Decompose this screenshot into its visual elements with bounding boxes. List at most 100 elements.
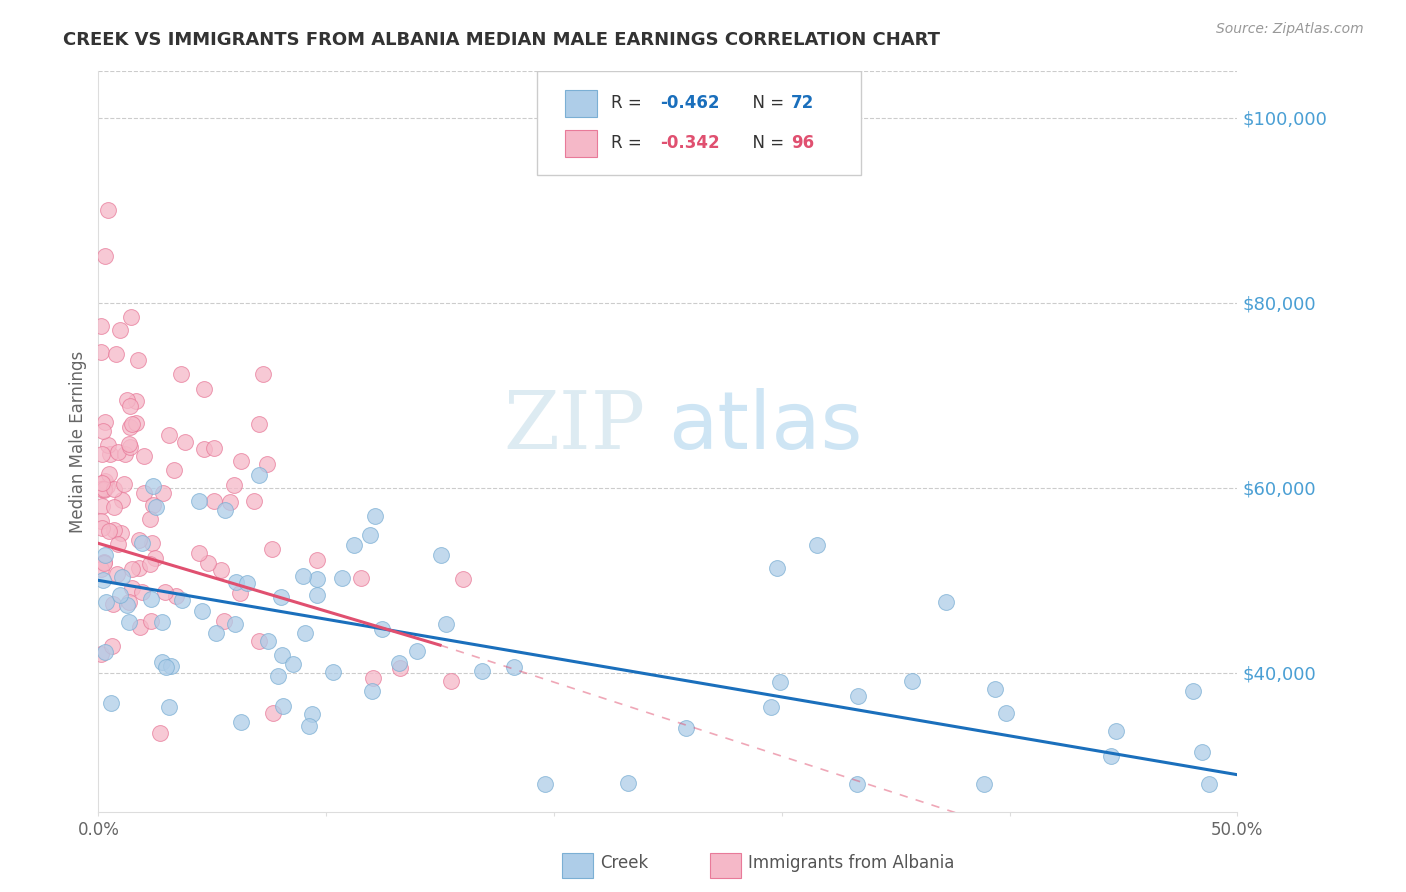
Point	[260, 541, 283, 556]
Point	[111, 492, 134, 507]
Text: CREEK VS IMMIGRANTS FROM ALBANIA MEDIAN MALE EARNINGS CORRELATION CHART: CREEK VS IMMIGRANTS FROM ALBANIA MEDIAN …	[63, 31, 941, 49]
Point	[364, 508, 387, 523]
Point	[128, 533, 150, 548]
FancyBboxPatch shape	[565, 90, 598, 117]
Point	[115, 598, 138, 612]
Point	[93, 556, 115, 570]
Point	[127, 353, 149, 368]
Point	[104, 347, 127, 361]
Point	[174, 435, 197, 450]
Point	[91, 499, 114, 513]
Point	[616, 776, 638, 790]
Point	[141, 614, 163, 628]
Point	[134, 486, 156, 500]
Point	[94, 474, 117, 488]
Point	[96, 203, 118, 218]
Point	[360, 683, 382, 698]
Point	[214, 502, 236, 516]
Point	[118, 595, 141, 609]
Point	[118, 615, 141, 630]
Point	[371, 622, 394, 636]
Point	[101, 639, 124, 653]
Point	[389, 661, 412, 675]
Point	[98, 447, 121, 461]
Point	[307, 552, 329, 566]
Point	[270, 590, 292, 604]
Point	[112, 476, 135, 491]
Point	[533, 777, 555, 791]
Point	[145, 500, 167, 514]
Point	[94, 595, 117, 609]
Point	[139, 558, 162, 572]
Point	[307, 572, 329, 586]
Point	[257, 634, 280, 648]
Point	[157, 699, 180, 714]
Point	[160, 659, 183, 673]
FancyBboxPatch shape	[537, 71, 862, 175]
Point	[845, 777, 868, 791]
Point	[188, 493, 211, 508]
Y-axis label: Median Male Earnings: Median Male Earnings	[69, 351, 87, 533]
Point	[150, 615, 173, 629]
Point	[152, 486, 174, 500]
Point	[143, 551, 166, 566]
Point	[984, 682, 1007, 697]
Point	[209, 563, 232, 577]
Point	[765, 561, 787, 575]
Point	[120, 420, 142, 434]
Text: 96: 96	[790, 135, 814, 153]
Point	[93, 557, 115, 571]
Point	[91, 521, 114, 535]
Point	[90, 482, 112, 496]
Point	[132, 450, 155, 464]
Point	[267, 668, 290, 682]
Point	[1099, 748, 1122, 763]
Text: N =: N =	[742, 135, 789, 153]
Point	[193, 442, 215, 457]
Point	[103, 598, 125, 612]
Point	[149, 726, 172, 740]
Point	[118, 440, 141, 454]
Point	[155, 660, 177, 674]
Point	[204, 625, 226, 640]
Point	[388, 657, 411, 671]
Point	[901, 674, 924, 689]
Point	[129, 620, 152, 634]
Point	[120, 400, 142, 414]
Point	[110, 526, 132, 541]
Point	[298, 719, 321, 733]
Point	[759, 700, 782, 714]
Point	[191, 604, 214, 618]
Point	[1198, 777, 1220, 791]
Text: R =: R =	[612, 95, 647, 112]
Text: Creek: Creek	[600, 855, 648, 872]
Point	[769, 675, 792, 690]
Point	[1105, 724, 1128, 739]
Point	[343, 538, 366, 552]
Text: atlas: atlas	[668, 388, 862, 466]
Text: N =: N =	[742, 95, 789, 112]
Point	[115, 393, 138, 408]
Point	[90, 318, 112, 333]
Point	[271, 698, 294, 713]
Point	[93, 482, 115, 496]
Point	[121, 562, 143, 576]
Point	[322, 665, 344, 679]
Point	[170, 367, 193, 381]
Point	[170, 593, 193, 607]
Point	[1182, 683, 1205, 698]
Point	[197, 556, 219, 570]
Point	[107, 536, 129, 550]
Point	[103, 523, 125, 537]
Point	[125, 393, 148, 408]
Point	[229, 714, 252, 729]
Point	[806, 538, 828, 552]
Point	[93, 424, 115, 438]
FancyBboxPatch shape	[565, 130, 598, 157]
Point	[97, 438, 120, 452]
Point	[141, 536, 163, 550]
Point	[90, 447, 112, 461]
Point	[90, 345, 112, 359]
Text: 72: 72	[790, 95, 814, 112]
Point	[131, 536, 153, 550]
